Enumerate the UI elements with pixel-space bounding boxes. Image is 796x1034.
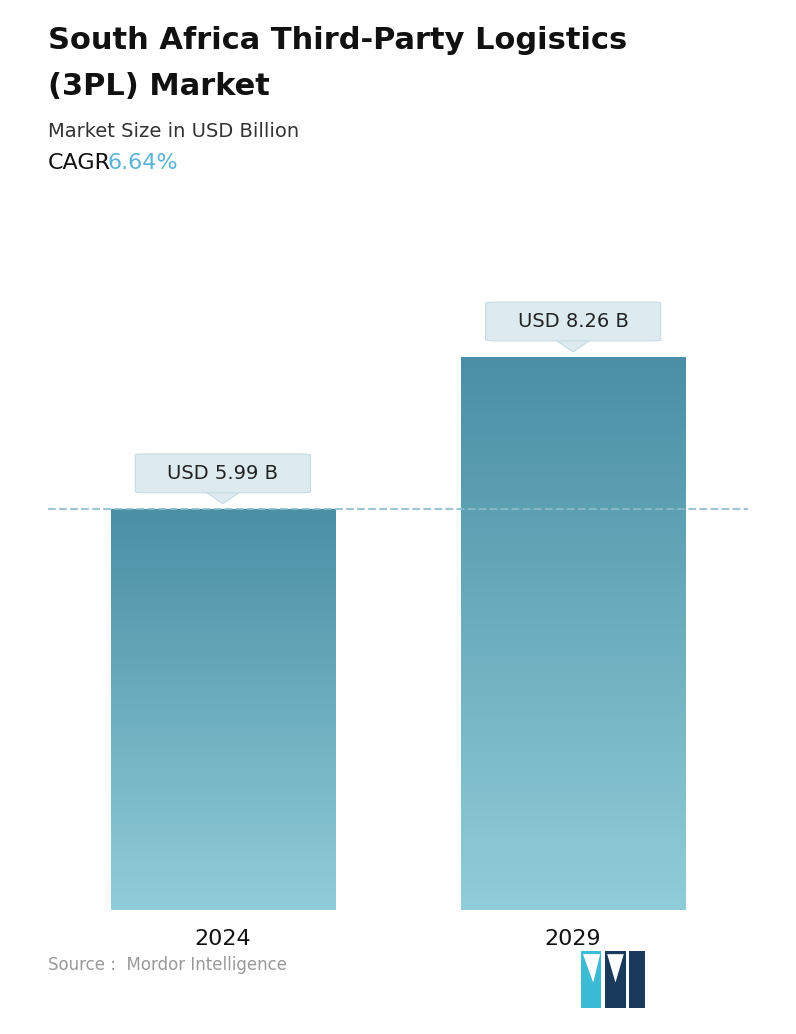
Polygon shape	[607, 954, 624, 982]
Text: CAGR: CAGR	[48, 153, 111, 173]
Polygon shape	[583, 954, 600, 982]
Text: USD 8.26 B: USD 8.26 B	[517, 312, 629, 331]
Text: (3PL) Market: (3PL) Market	[48, 72, 270, 101]
Text: Source :  Mordor Intelligence: Source : Mordor Intelligence	[48, 956, 287, 974]
Text: Market Size in USD Billion: Market Size in USD Billion	[48, 122, 298, 141]
FancyBboxPatch shape	[135, 454, 310, 493]
Text: South Africa Third-Party Logistics: South Africa Third-Party Logistics	[48, 26, 627, 55]
Polygon shape	[556, 340, 591, 352]
Text: 6.64%: 6.64%	[107, 153, 178, 173]
Polygon shape	[629, 951, 645, 1008]
FancyBboxPatch shape	[486, 302, 661, 341]
Polygon shape	[205, 492, 240, 504]
Text: USD 5.99 B: USD 5.99 B	[167, 464, 279, 483]
Polygon shape	[605, 951, 626, 1008]
Polygon shape	[581, 951, 602, 1008]
